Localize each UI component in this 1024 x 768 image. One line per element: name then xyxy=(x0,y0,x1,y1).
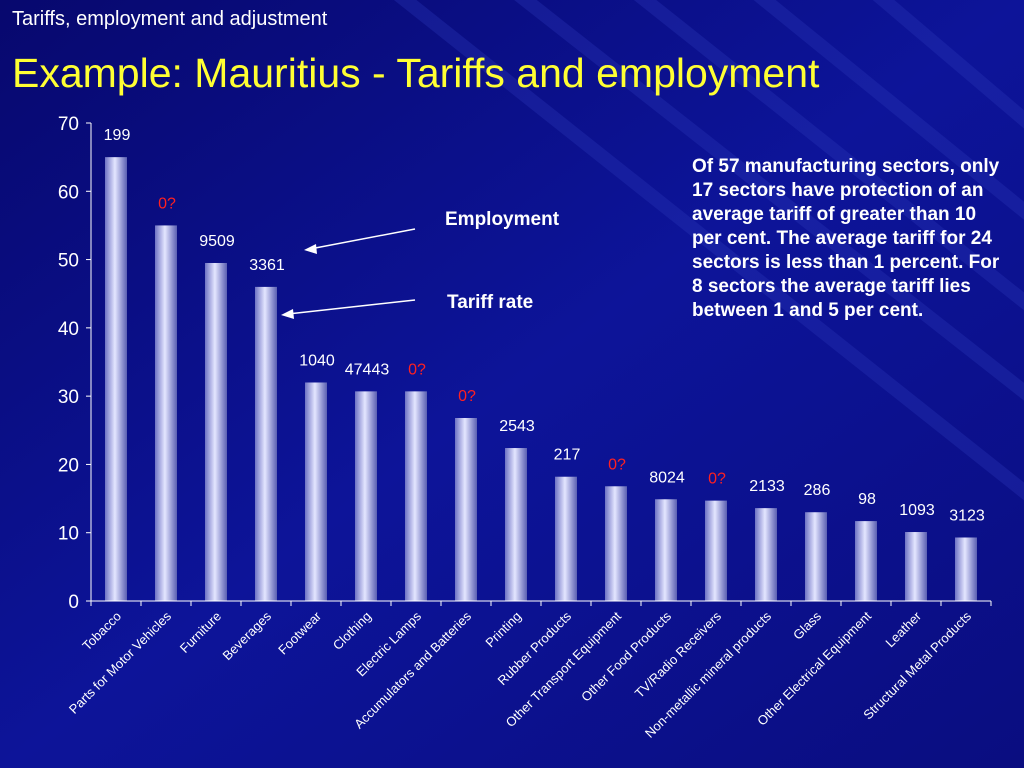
data-label: 2543 xyxy=(499,418,535,435)
bar xyxy=(605,486,627,601)
y-tick-label: 20 xyxy=(58,455,79,476)
y-tick-label: 70 xyxy=(58,114,79,135)
y-tick-label: 60 xyxy=(58,182,79,203)
bar xyxy=(955,537,977,601)
y-tick-label: 0 xyxy=(68,592,79,613)
bar xyxy=(255,286,277,601)
employment-arrow xyxy=(309,228,416,250)
y-tick-label: 40 xyxy=(58,319,79,340)
bar xyxy=(455,417,477,601)
data-label: 199 xyxy=(104,127,131,144)
slide-title: Example: Mauritius - Tariffs and employm… xyxy=(12,50,820,96)
bar-series xyxy=(105,157,977,601)
x-category-label: Parts for Motor Vehicles xyxy=(66,608,175,717)
data-label: 0? xyxy=(608,456,626,473)
data-label: 98 xyxy=(858,491,876,508)
bar xyxy=(105,157,127,601)
data-label: 1040 xyxy=(299,352,335,369)
tariff-arrow xyxy=(287,299,416,315)
bar xyxy=(805,512,827,601)
bar xyxy=(505,448,527,601)
bar xyxy=(755,508,777,601)
bar xyxy=(355,391,377,601)
x-category-label: TV/Radio Receivers xyxy=(632,608,725,701)
bar xyxy=(205,262,227,601)
data-label: 9509 xyxy=(199,233,235,250)
data-label: 0? xyxy=(708,471,726,488)
bar xyxy=(155,225,177,601)
data-label: 3361 xyxy=(249,257,285,274)
x-category-label: Clothing xyxy=(330,609,374,653)
data-label: 286 xyxy=(804,482,831,499)
bar xyxy=(855,521,877,601)
x-category-label: Tobacco xyxy=(79,609,124,654)
data-label: 0? xyxy=(408,361,426,378)
data-label: 2133 xyxy=(749,478,785,495)
x-category-label: Furniture xyxy=(177,609,224,656)
y-tick-label: 10 xyxy=(58,524,79,545)
data-label: 0? xyxy=(458,388,476,405)
callout-arrows xyxy=(281,228,416,319)
y-tick-label: 50 xyxy=(58,251,79,272)
data-label: 1093 xyxy=(899,502,935,519)
y-tick-label: 30 xyxy=(58,387,79,408)
data-label: 8024 xyxy=(649,469,685,486)
bar xyxy=(405,391,427,601)
bar xyxy=(305,382,327,601)
x-category-label: Other Food Products xyxy=(578,608,674,704)
callout-tariff-rate: Tariff rate xyxy=(447,292,534,313)
x-category-label: Glass xyxy=(790,608,824,642)
data-labels: 199 0? 9509 3361 1040 47443 0? 0? 2543 217 0? 8024 0… xyxy=(104,127,985,524)
bar xyxy=(705,500,727,601)
summary-note: Of 57 manufacturing sectors, only 17 sec… xyxy=(692,156,1000,321)
tariff-arrowhead xyxy=(281,309,294,319)
callout-employment: Employment xyxy=(445,209,560,230)
employment-arrowhead xyxy=(304,244,317,254)
x-category-label: Printing xyxy=(482,609,524,651)
slide-subtitle: Tariffs, employment and adjustment xyxy=(12,8,328,30)
data-label: 217 xyxy=(554,447,581,464)
x-category-label: Footwear xyxy=(275,608,324,657)
x-category-label: Leather xyxy=(882,608,924,650)
data-label: 3123 xyxy=(949,507,985,524)
bar xyxy=(905,532,927,601)
data-label: 47443 xyxy=(345,361,390,378)
x-category-label: Beverages xyxy=(220,608,275,663)
bar xyxy=(555,476,577,601)
bar xyxy=(655,499,677,601)
data-label: 0? xyxy=(158,195,176,212)
